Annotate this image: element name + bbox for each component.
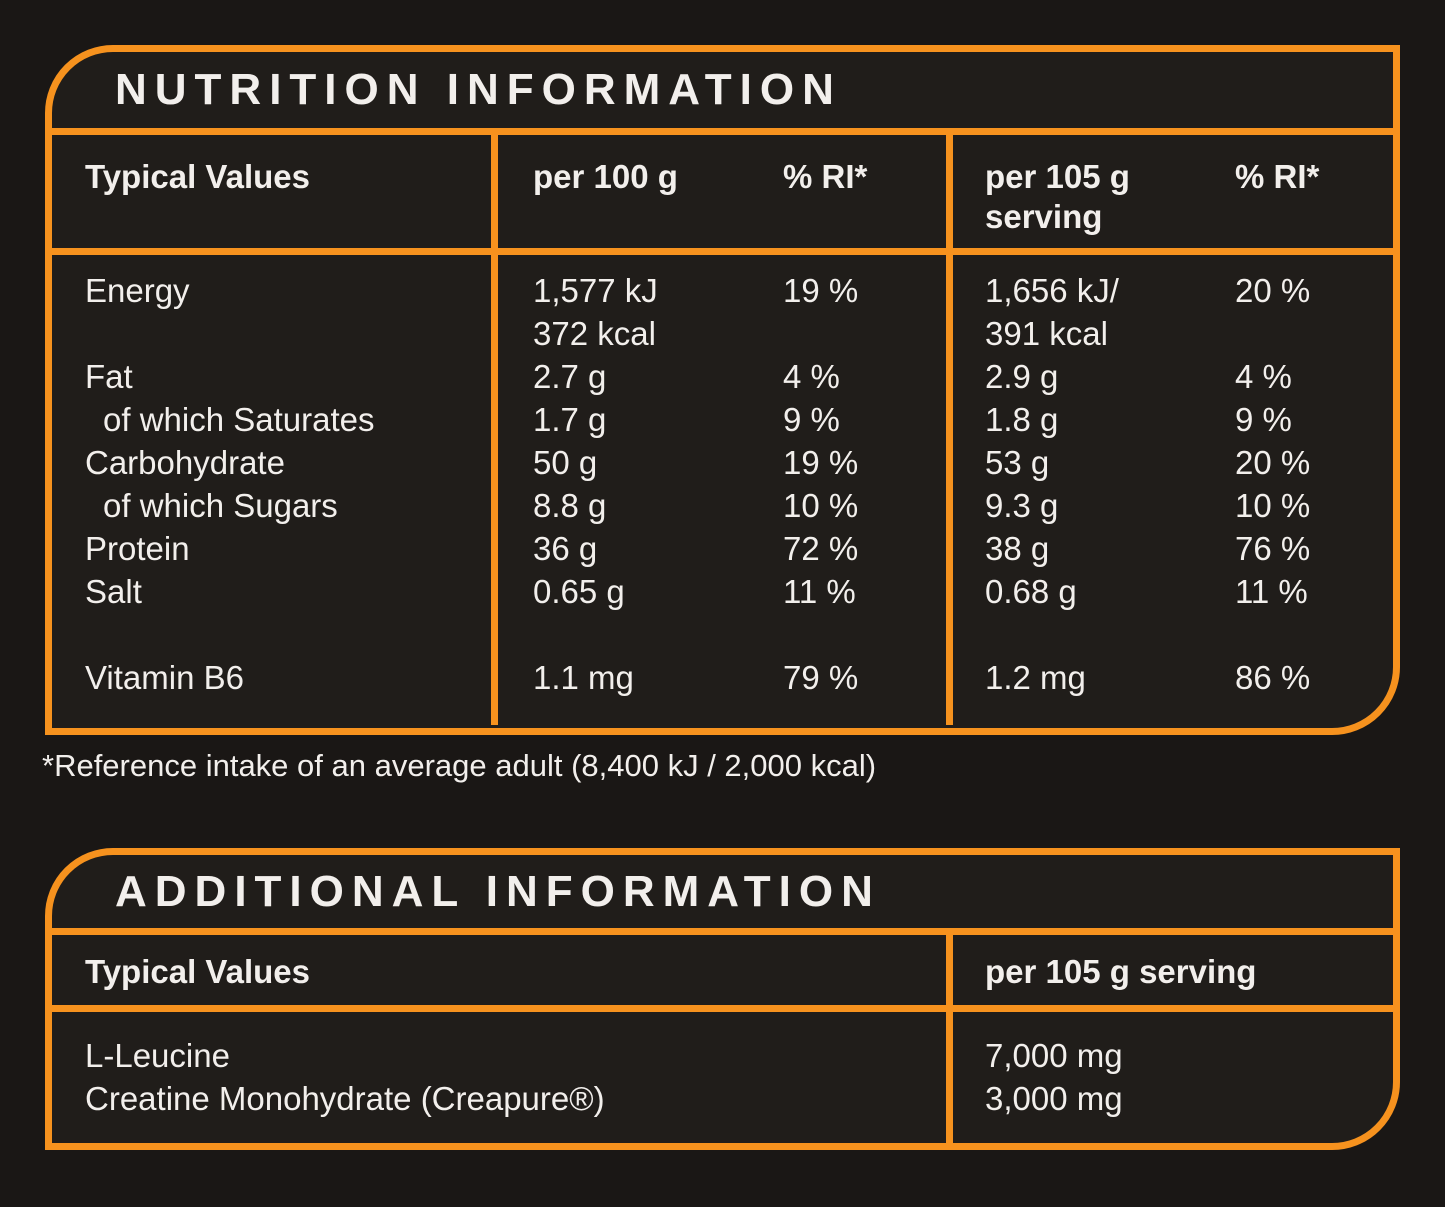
additional-panel-title: ADDITIONAL INFORMATION bbox=[52, 855, 1393, 935]
additional-table: Typical Values per 105 g serving L-Leuci… bbox=[52, 935, 1393, 1143]
row-per100-ri: 10 % bbox=[783, 487, 859, 524]
table-row-carbohydrate: Carbohydrate 50 g 19 % 53 g 20 % bbox=[52, 441, 1393, 484]
row-per105-value: 38 g bbox=[985, 530, 1050, 567]
nutrition-table-header: Typical Values per 100 g % RI* per 105 g… bbox=[52, 135, 1393, 255]
table-row-energy: Energy 1,577 kJ 372 kcal 19 % 1,656 kJ/ … bbox=[52, 269, 1393, 355]
row-per105-ri: 76 % bbox=[1235, 530, 1311, 567]
table-row-l-leucine: L-Leucine 7,000 mg bbox=[52, 1034, 1393, 1077]
column-divider bbox=[491, 135, 498, 725]
header-ri-per-100g: % RI* bbox=[783, 158, 868, 195]
row-per100-value: 1,577 kJ 372 kcal bbox=[533, 272, 658, 352]
row-label: L-Leucine bbox=[85, 1037, 230, 1074]
table-row-salt: Salt 0.65 g 11 % 0.68 g 11 % bbox=[52, 570, 1393, 613]
row-label: Protein bbox=[85, 530, 190, 567]
additional-table-body: L-Leucine 7,000 mg Creatine Monohydrate … bbox=[52, 1012, 1393, 1120]
row-per100-ri: 72 % bbox=[783, 530, 859, 567]
table-row-fat: Fat 2.7 g 4 % 2.9 g 4 % bbox=[52, 355, 1393, 398]
row-label: Salt bbox=[85, 573, 142, 610]
row-per105-ri: 20 % bbox=[1235, 272, 1311, 309]
header-per-105g-serving: per 105 g serving bbox=[985, 953, 1257, 990]
row-per105-ri: 20 % bbox=[1235, 444, 1311, 481]
column-divider bbox=[946, 935, 953, 1143]
row-per100-ri: 19 % bbox=[783, 272, 859, 309]
row-label: Vitamin B6 bbox=[85, 659, 244, 696]
row-per100-value: 2.7 g bbox=[533, 358, 607, 395]
nutrition-panel-title: NUTRITION INFORMATION bbox=[52, 52, 1393, 135]
column-divider bbox=[946, 135, 953, 725]
header-typical-values: Typical Values bbox=[85, 953, 311, 990]
row-per100-ri: 79 % bbox=[783, 659, 859, 696]
row-label: Energy bbox=[85, 272, 190, 309]
row-per105-value: 53 g bbox=[985, 444, 1050, 481]
row-per105-value: 1.8 g bbox=[985, 401, 1059, 438]
nutrition-table: Typical Values per 100 g % RI* per 105 g… bbox=[52, 135, 1393, 725]
row-per105-value: 1.2 mg bbox=[985, 659, 1086, 696]
table-row-sugars: of which Sugars 8.8 g 10 % 9.3 g 10 % bbox=[52, 484, 1393, 527]
table-row-saturates: of which Saturates 1.7 g 9 % 1.8 g 9 % bbox=[52, 398, 1393, 441]
row-per100-value: 36 g bbox=[533, 530, 598, 567]
row-per100-value: 50 g bbox=[533, 444, 598, 481]
nutrition-table-body: Energy 1,577 kJ 372 kcal 19 % 1,656 kJ/ … bbox=[52, 255, 1393, 699]
row-per105-value: 0.68 g bbox=[985, 573, 1077, 610]
reference-intake-footnote: *Reference intake of an average adult (8… bbox=[42, 748, 877, 783]
row-per105-ri: 4 % bbox=[1235, 358, 1292, 395]
row-per100-value: 8.8 g bbox=[533, 487, 607, 524]
row-label: of which Saturates bbox=[103, 401, 375, 438]
row-label: Fat bbox=[85, 358, 133, 395]
row-per105-ri: 10 % bbox=[1235, 487, 1311, 524]
row-per105-ri: 9 % bbox=[1235, 401, 1292, 438]
row-per100-value: 1.1 mg bbox=[533, 659, 634, 696]
row-per100-value: 1.7 g bbox=[533, 401, 607, 438]
row-per100-ri: 19 % bbox=[783, 444, 859, 481]
row-label: of which Sugars bbox=[103, 487, 338, 524]
header-typical-values: Typical Values bbox=[85, 158, 311, 195]
row-per105-ri: 11 % bbox=[1235, 573, 1308, 610]
header-per-105g-serving: per 105 g serving bbox=[985, 158, 1130, 235]
header-ri-per-105g: % RI* bbox=[1235, 158, 1320, 195]
row-per105-ri: 86 % bbox=[1235, 659, 1311, 696]
row-label: Carbohydrate bbox=[85, 444, 285, 481]
additional-information-panel: ADDITIONAL INFORMATION Typical Values pe… bbox=[45, 848, 1400, 1150]
row-label: Creatine Monohydrate (Creapure®) bbox=[85, 1080, 605, 1117]
header-per-100g: per 100 g bbox=[533, 158, 678, 195]
table-row-protein: Protein 36 g 72 % 38 g 76 % bbox=[52, 527, 1393, 570]
table-row-creatine-monohydrate: Creatine Monohydrate (Creapure®) 3,000 m… bbox=[52, 1077, 1393, 1120]
row-per105-value: 2.9 g bbox=[985, 358, 1059, 395]
table-row-vitamin-b6: Vitamin B6 1.1 mg 79 % 1.2 mg 86 % bbox=[52, 656, 1393, 699]
row-per105-value: 1,656 kJ/ 391 kcal bbox=[985, 272, 1119, 352]
additional-table-header: Typical Values per 105 g serving bbox=[52, 935, 1393, 1012]
row-per100-value: 0.65 g bbox=[533, 573, 625, 610]
row-per100-ri: 4 % bbox=[783, 358, 840, 395]
row-value: 3,000 mg bbox=[985, 1080, 1123, 1117]
row-per100-ri: 9 % bbox=[783, 401, 840, 438]
row-value: 7,000 mg bbox=[985, 1037, 1123, 1074]
row-per105-value: 9.3 g bbox=[985, 487, 1059, 524]
nutrition-information-panel: NUTRITION INFORMATION Typical Values per… bbox=[45, 45, 1400, 735]
row-per100-ri: 11 % bbox=[783, 573, 856, 610]
